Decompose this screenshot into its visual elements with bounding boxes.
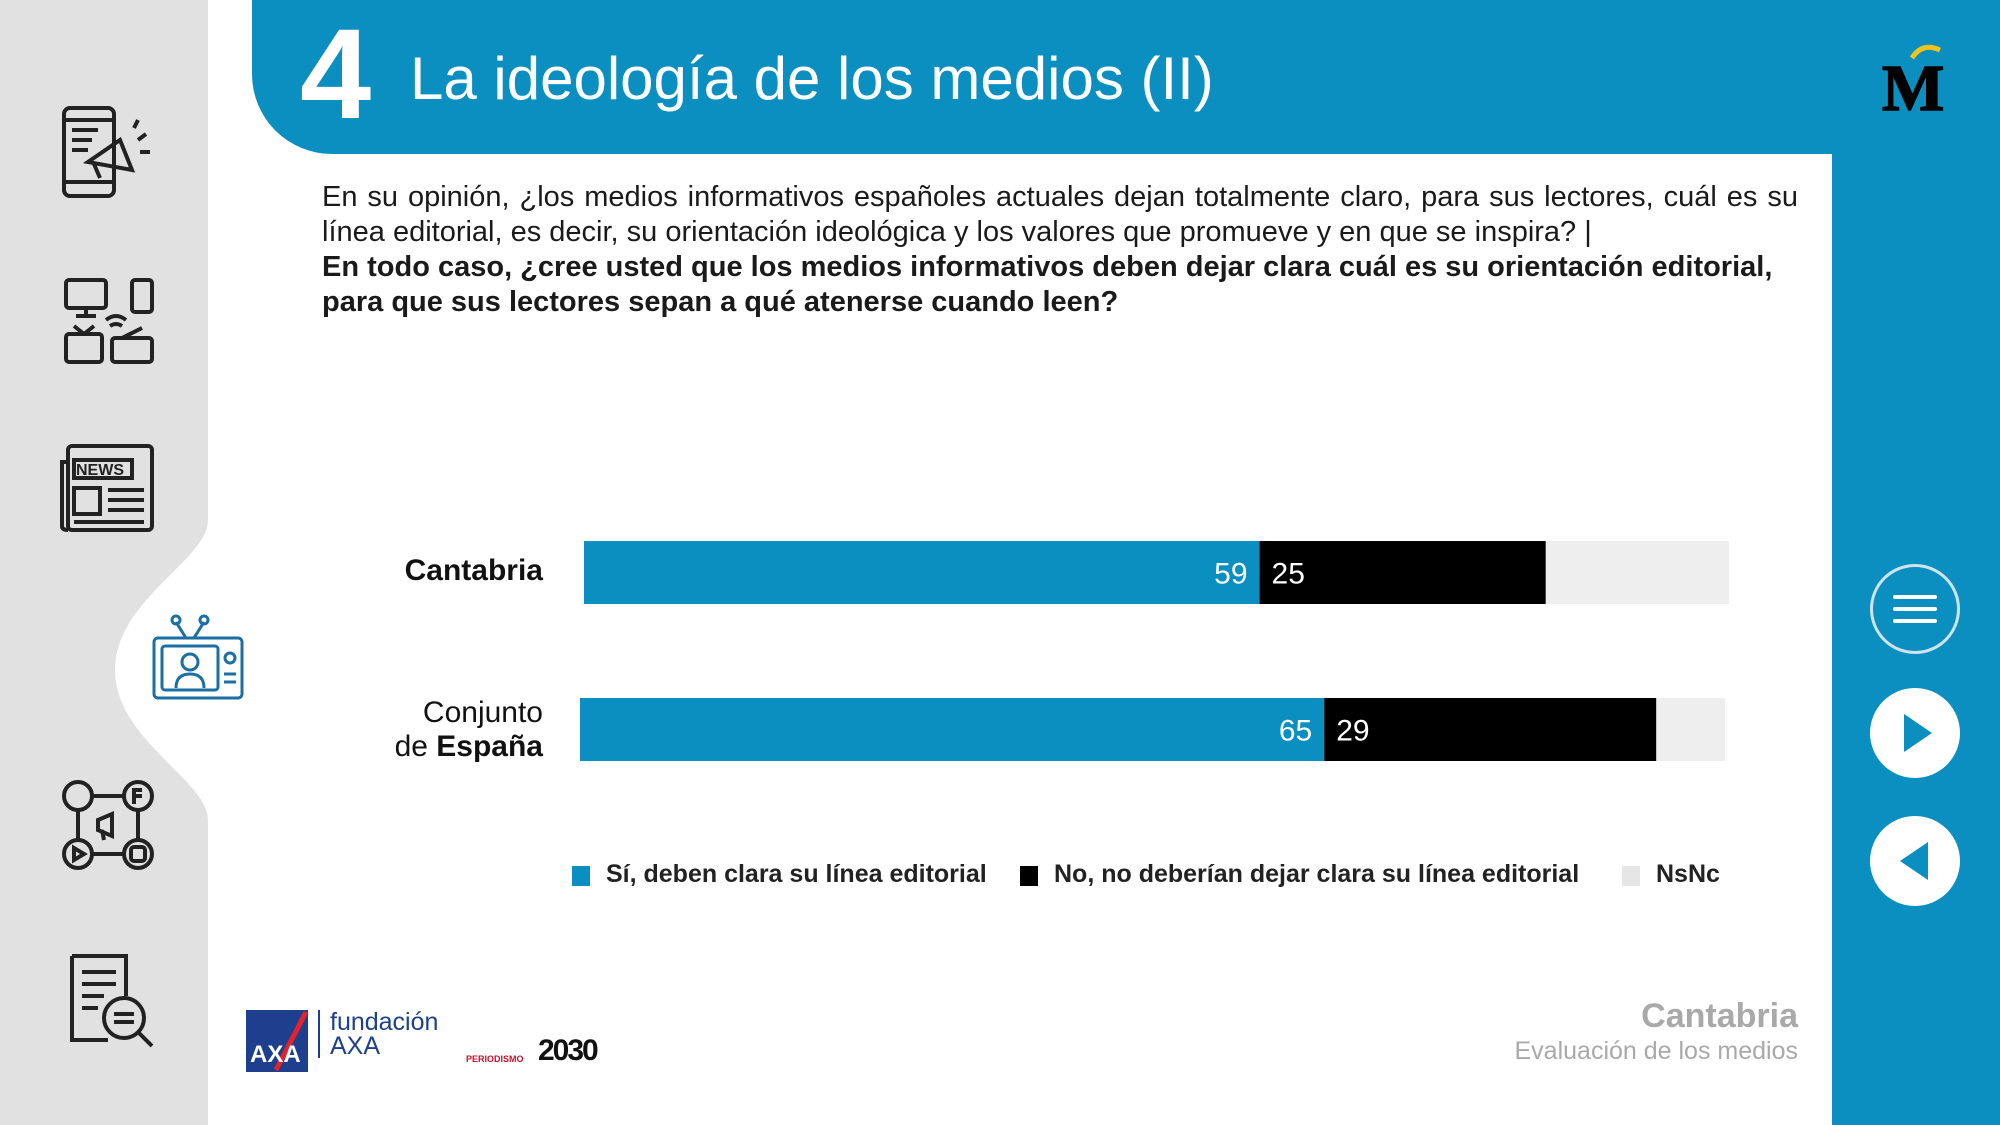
category-label-espana-prefix: de — [394, 730, 437, 763]
play-icon — [1904, 714, 1932, 752]
category-label-espana: Conjunto de España — [395, 696, 543, 764]
question-text: En su opinión, ¿los medios informativos … — [322, 181, 1798, 248]
legend-label-no: No, no deberían dejar clara su línea edi… — [1054, 860, 1580, 888]
footer-region-name: Cantabria — [1641, 997, 1798, 1035]
legend-swatch-no — [1020, 866, 1038, 886]
axa-logo-text: AXA — [250, 1041, 301, 1068]
periodismo-year: 2030 — [538, 1034, 599, 1067]
left-rail — [0, 0, 208, 1125]
menu-button[interactable] — [1870, 564, 1960, 654]
bar-si-0 — [584, 541, 1260, 604]
bar-no-1 — [1324, 698, 1657, 761]
partner-name-line2: AXA — [330, 1032, 381, 1060]
brand-logo-text: M — [1882, 52, 1944, 118]
page-title: La ideología de los medios (II) — [410, 45, 1214, 112]
data-label-no-1: 29 — [1336, 715, 1369, 748]
mobile-megaphone-icon[interactable] — [58, 104, 158, 200]
category-label-espana-line1: Conjunto — [422, 696, 543, 729]
document-search-icon[interactable] — [68, 952, 156, 1048]
chapter-number: 4 — [300, 3, 372, 146]
legend-label-nsnc: NsNc — [1656, 860, 1720, 888]
bar-si-1 — [580, 698, 1325, 761]
next-button[interactable] — [1870, 688, 1960, 778]
bar-nsnc-1 — [1656, 698, 1725, 761]
periodismo-small-text: PERIODISMO — [466, 1054, 524, 1064]
header-bar — [252, 0, 2000, 154]
bar-nsnc-0 — [1545, 541, 1729, 604]
menu-icon — [1893, 595, 1937, 623]
back-icon — [1900, 842, 1928, 880]
legend-swatch-nsnc — [1622, 866, 1640, 886]
survey-question: En su opinión, ¿los medios informativos … — [322, 180, 1798, 320]
devices-icon[interactable] — [62, 276, 158, 368]
social-media-icon[interactable] — [60, 778, 156, 872]
data-label-si-1: 65 — [1279, 715, 1312, 748]
category-label-cantabria: Cantabria — [404, 554, 543, 587]
brand-logo: M — [1881, 44, 1945, 118]
legend-swatch-si — [572, 866, 590, 886]
data-label-no-0: 25 — [1272, 558, 1305, 591]
tv-icon[interactable] — [150, 612, 246, 702]
right-column — [1832, 0, 2000, 1125]
back-button[interactable] — [1870, 816, 1960, 906]
partner-name-line1: fundación — [330, 1008, 439, 1036]
question-followup: En todo caso, ¿cree usted que los medios… — [322, 251, 1773, 318]
axa-logo: AXA — [246, 1010, 308, 1072]
partner-name: fundación AXA — [318, 1008, 439, 1060]
bar-no-0 — [1259, 541, 1546, 604]
newspaper-icon[interactable]: NEWS — [60, 442, 156, 534]
footer-region: Cantabria Evaluación de los medios — [1515, 996, 1799, 1066]
svg-text:NEWS: NEWS — [76, 462, 124, 479]
legend-label-si: Sí, deben clara su línea editorial — [606, 860, 987, 888]
data-label-si-0: 59 — [1214, 558, 1247, 591]
footer-subtitle: Evaluación de los medios — [1514, 1037, 1799, 1065]
category-label-espana-bold: España — [436, 730, 543, 763]
